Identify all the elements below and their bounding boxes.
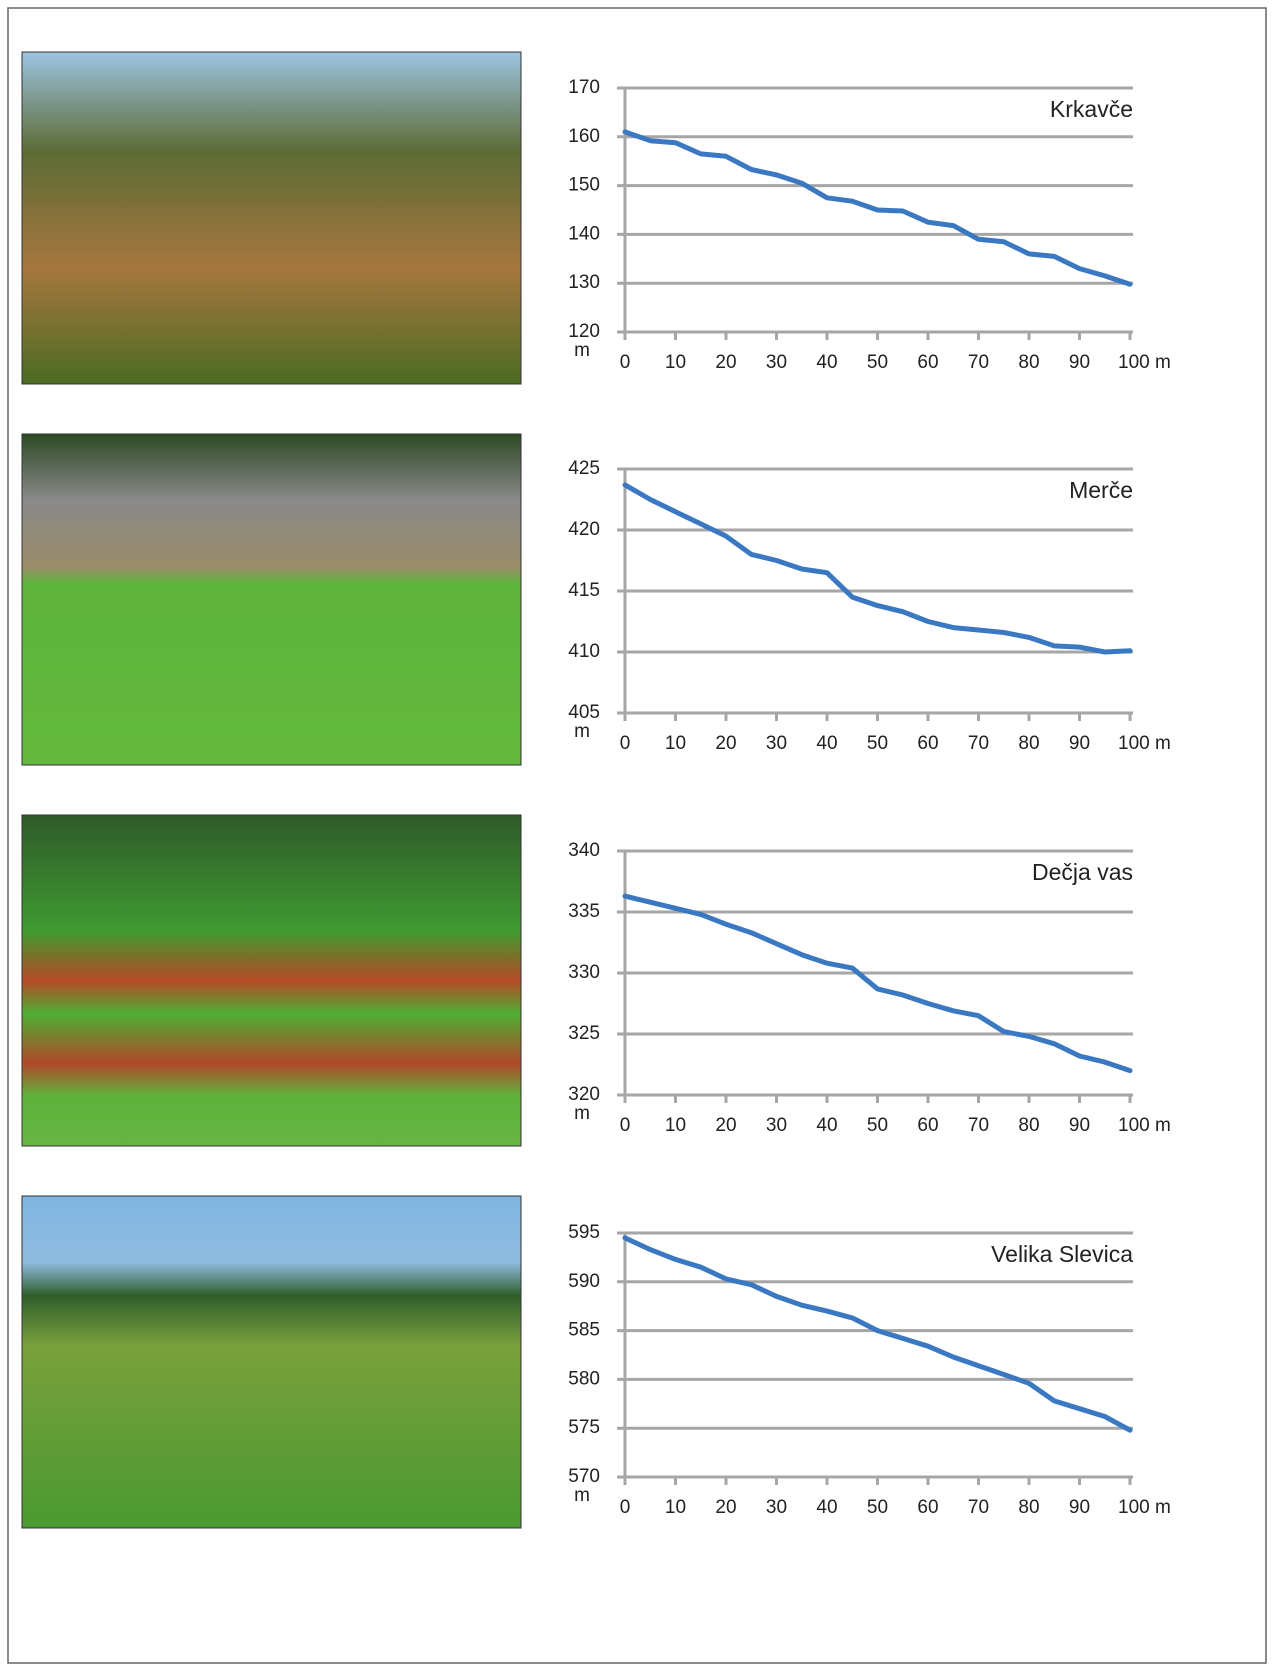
x-tick-label: 50 [867,733,888,754]
x-tick-label: 60 [917,352,938,373]
y-tick-label: 420 [568,519,600,540]
y-tick-label: 325 [568,1023,600,1044]
x-tick-label: 70 [968,352,989,373]
x-tick-label: 30 [766,352,787,373]
y-tick-label: 585 [568,1320,600,1341]
y-tick-label: 330 [568,962,600,983]
x-tick-label: 40 [816,733,837,754]
x-tick-label: 90 [1069,352,1090,373]
x-tick-label: 0 [620,1497,631,1518]
chart-title: Merče [1069,477,1133,503]
x-tick-label: 60 [917,1497,938,1518]
x-tick-label: 60 [917,1115,938,1136]
x-tick-label: 50 [867,1497,888,1518]
y-tick-label: 405 [568,702,600,723]
y-tick-label: 320 [568,1084,600,1105]
x-tick-label: 20 [715,352,736,373]
chart-title: Krkavče [1050,96,1133,122]
x-tick-label: 30 [766,1497,787,1518]
x-tick-label: 70 [968,1497,989,1518]
x-tick-label: 50 [867,352,888,373]
x-tick-label: 70 [968,733,989,754]
y-axis-label: m [574,1103,590,1124]
photo [22,815,521,1146]
y-tick-label: 140 [568,223,600,244]
x-tick-label: 20 [715,733,736,754]
photo [22,434,521,765]
x-tick-label: 10 [665,733,686,754]
y-tick-label: 130 [568,272,600,293]
x-tick-label: 80 [1018,352,1039,373]
x-tick-label: 30 [766,1115,787,1136]
x-tick-label: 10 [665,1115,686,1136]
y-tick-label: 340 [568,840,600,861]
x-tick-label: 40 [816,352,837,373]
line [625,485,1130,652]
x-tick-label: 100 m [1118,733,1171,754]
photo [22,52,521,384]
y-tick-label: 410 [568,641,600,662]
x-tick-label: 100 m [1118,1497,1171,1518]
y-tick-label: 580 [568,1368,600,1389]
y-tick-label: 570 [568,1466,600,1487]
x-tick-label: 100 m [1118,1115,1171,1136]
x-tick-label: 60 [917,733,938,754]
y-axis-label: m [574,340,590,361]
x-tick-label: 50 [867,1115,888,1136]
y-tick-label: 120 [568,321,600,342]
x-tick-label: 90 [1069,733,1090,754]
x-tick-label: 0 [620,733,631,754]
x-tick-label: 20 [715,1115,736,1136]
x-tick-label: 70 [968,1115,989,1136]
x-tick-label: 10 [665,352,686,373]
x-tick-label: 40 [816,1115,837,1136]
y-tick-label: 425 [568,458,600,479]
x-tick-label: 90 [1069,1115,1090,1136]
x-tick-label: 20 [715,1497,736,1518]
page: 1201301401501601700102030405060708090100… [0,0,1274,1671]
y-tick-label: 415 [568,580,600,601]
x-tick-label: 30 [766,733,787,754]
y-tick-label: 150 [568,175,600,196]
x-tick-label: 0 [620,352,631,373]
line [625,132,1130,284]
x-tick-label: 0 [620,1115,631,1136]
figure: 1201301401501601700102030405060708090100… [0,0,1274,1671]
x-tick-label: 80 [1018,1497,1039,1518]
y-tick-label: 170 [568,77,600,98]
chart-title: Dečja vas [1032,859,1133,885]
x-tick-label: 80 [1018,733,1039,754]
y-tick-label: 590 [568,1271,600,1292]
y-tick-label: 335 [568,901,600,922]
x-tick-label: 80 [1018,1115,1039,1136]
photo [22,1196,521,1528]
chart-title: Velika Slevica [991,1241,1133,1267]
y-axis-label: m [574,1485,590,1506]
x-tick-label: 90 [1069,1497,1090,1518]
y-axis-label: m [574,721,590,742]
y-tick-label: 160 [568,126,600,147]
x-tick-label: 10 [665,1497,686,1518]
line [625,896,1130,1071]
y-tick-label: 575 [568,1417,600,1438]
x-tick-label: 100 m [1118,352,1171,373]
x-tick-label: 40 [816,1497,837,1518]
y-tick-label: 595 [568,1222,600,1243]
